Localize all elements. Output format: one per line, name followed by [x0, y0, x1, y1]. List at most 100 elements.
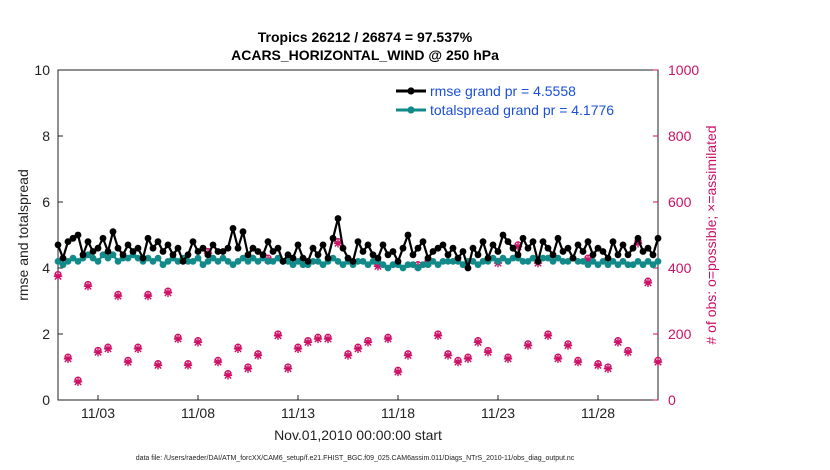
rmse-point [499, 231, 507, 239]
assimilated-obs-point [483, 347, 493, 357]
totalspread-point [644, 258, 652, 265]
rmse-point [574, 241, 582, 249]
rmse-series [54, 215, 662, 272]
y-tick-label-right: 1000 [668, 62, 699, 78]
rmse-point [484, 254, 492, 262]
totalspread-point [639, 261, 647, 269]
rmse-point [394, 258, 402, 265]
totalspread-point [629, 261, 637, 269]
rmse-point [264, 238, 272, 246]
rmse-point [524, 244, 532, 252]
totalspread-point [99, 251, 107, 259]
rmse-point [404, 231, 412, 239]
rmse-point [209, 241, 217, 249]
totalspread-point [479, 258, 487, 265]
assimilated-obs-point [103, 344, 113, 354]
rmse-point [429, 248, 437, 255]
legend: rmse grand pr = 4.5558 totalspread grand… [392, 78, 652, 122]
y-tick-label-right: 0 [668, 392, 676, 408]
totalspread-point [554, 254, 562, 262]
totalspread-point [609, 258, 617, 265]
legend-spread-marker [407, 106, 415, 114]
assimilated-obs-point [473, 338, 483, 347]
rmse-point [464, 264, 472, 272]
assimilated-obs-point [233, 344, 243, 354]
totalspread-point [64, 258, 72, 265]
totalspread-point [359, 258, 367, 265]
assimilated-obs-point [133, 344, 143, 354]
totalspread-point [499, 254, 507, 262]
rmse-point [434, 244, 442, 252]
rmse-point [589, 251, 597, 259]
rmse-point [594, 244, 602, 252]
rmse-point [129, 248, 137, 255]
totalspread-point [529, 254, 537, 262]
totalspread-point [599, 258, 607, 265]
chart-subtitle: ACARS_HORIZONTAL_WIND @ 250 hPa [231, 47, 499, 63]
totalspread-point [74, 258, 82, 265]
assimilated-obs-point [613, 338, 623, 347]
assimilated-obs-point [563, 341, 573, 350]
totalspread-point [284, 258, 292, 265]
rmse-point [504, 238, 512, 246]
assimilated-obs-point [623, 347, 633, 357]
totalspread-point [354, 258, 362, 265]
rmse-point [439, 241, 447, 249]
y-tick-label-right: 200 [668, 326, 692, 342]
assimilated-obs-point [523, 341, 533, 350]
rmse-point [609, 238, 617, 246]
rmse-point [124, 241, 132, 249]
assimilated-obs-point [583, 255, 593, 264]
assimilated-obs-point [223, 371, 233, 380]
rmse-point [614, 251, 622, 259]
totalspread-point [194, 254, 202, 262]
totalspread-point [329, 254, 337, 262]
rmse-point [519, 234, 527, 242]
rmse-point [539, 238, 547, 246]
assimilated-obs-point [633, 239, 643, 248]
rmse-point [579, 248, 587, 255]
totalspread-point [224, 258, 232, 265]
rmse-point [109, 228, 117, 236]
totalspread-point [429, 258, 437, 265]
x-tick-label: 11/13 [281, 405, 315, 421]
rmse-point [639, 248, 647, 255]
rmse-point [164, 241, 172, 249]
totalspread-point [319, 261, 327, 269]
assimilated-obs-point [143, 291, 153, 301]
rmse-point [94, 244, 102, 252]
rmse-point [229, 225, 237, 232]
rmse-point [324, 254, 332, 262]
totalspread-point [459, 261, 467, 269]
totalspread-point [524, 258, 532, 265]
rmse-point [454, 254, 462, 262]
rmse-point [444, 251, 452, 259]
totalspread-point [589, 258, 597, 265]
legend-spread-label: totalspread grand pr = 4.1776 [430, 102, 614, 118]
totalspread-point [384, 264, 392, 272]
assimilated-obs-point [403, 351, 413, 360]
totalspread-point [564, 258, 572, 265]
totalspread-point [174, 258, 182, 265]
totalspread-point [339, 261, 347, 269]
totalspread-point [439, 258, 447, 265]
rmse-point [89, 248, 97, 255]
totalspread-point [414, 264, 422, 272]
totalspread-point [314, 258, 322, 265]
y-tick-label-left: 10 [34, 62, 50, 78]
totalspread-point [229, 261, 237, 269]
totalspread-point [199, 261, 207, 269]
rmse-point [644, 244, 652, 252]
totalspread-point [159, 261, 167, 269]
rmse-point [274, 244, 282, 252]
rmse-point [414, 244, 422, 252]
rmse-point [84, 238, 92, 246]
totalspread-point [164, 258, 172, 265]
rmse-point [634, 234, 642, 242]
assimilated-obs-point [503, 354, 513, 363]
totalspread-point [559, 258, 567, 265]
y-tick-label-right: 800 [668, 128, 692, 144]
totalspread-point [369, 258, 377, 265]
totalspread-point [504, 258, 512, 265]
